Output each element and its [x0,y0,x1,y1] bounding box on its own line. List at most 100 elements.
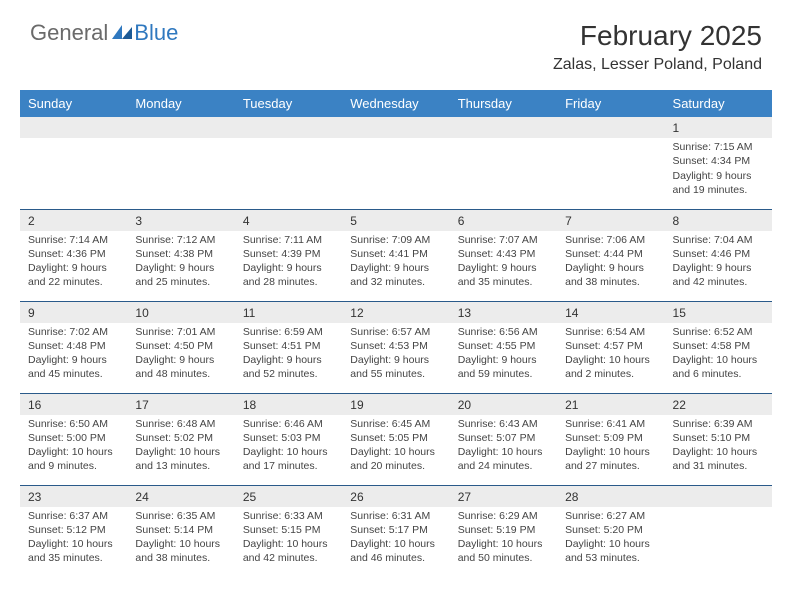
day-header: Thursday [450,90,557,117]
calendar-day: 17Sunrise: 6:48 AMSunset: 5:02 PMDayligh… [127,393,234,485]
calendar-day: 9Sunrise: 7:02 AMSunset: 4:48 PMDaylight… [20,301,127,393]
day-content: Sunrise: 6:43 AMSunset: 5:07 PMDaylight:… [450,415,557,478]
day-number: 3 [127,210,234,231]
calendar-day: 1Sunrise: 7:15 AMSunset: 4:34 PMDaylight… [665,117,772,209]
day-content: Sunrise: 6:27 AMSunset: 5:20 PMDaylight:… [557,507,664,570]
calendar-day [20,117,127,209]
day-content: Sunrise: 7:11 AMSunset: 4:39 PMDaylight:… [235,231,342,294]
day-number: 11 [235,302,342,323]
calendar-day: 19Sunrise: 6:45 AMSunset: 5:05 PMDayligh… [342,393,449,485]
calendar-day: 3Sunrise: 7:12 AMSunset: 4:38 PMDaylight… [127,209,234,301]
day-number: 15 [665,302,772,323]
day-content: Sunrise: 6:29 AMSunset: 5:19 PMDaylight:… [450,507,557,570]
calendar-day: 11Sunrise: 6:59 AMSunset: 4:51 PMDayligh… [235,301,342,393]
day-number: 18 [235,394,342,415]
day-content: Sunrise: 6:45 AMSunset: 5:05 PMDaylight:… [342,415,449,478]
day-content: Sunrise: 6:31 AMSunset: 5:17 PMDaylight:… [342,507,449,570]
day-number: 20 [450,394,557,415]
calendar-table: SundayMondayTuesdayWednesdayThursdayFrid… [20,90,772,577]
day-number [127,117,234,138]
day-number [557,117,664,138]
day-content: Sunrise: 6:33 AMSunset: 5:15 PMDaylight:… [235,507,342,570]
day-content: Sunrise: 6:41 AMSunset: 5:09 PMDaylight:… [557,415,664,478]
day-number: 27 [450,486,557,507]
day-number: 16 [20,394,127,415]
day-number: 6 [450,210,557,231]
day-content: Sunrise: 7:01 AMSunset: 4:50 PMDaylight:… [127,323,234,386]
calendar-day: 8Sunrise: 7:04 AMSunset: 4:46 PMDaylight… [665,209,772,301]
calendar-day: 12Sunrise: 6:57 AMSunset: 4:53 PMDayligh… [342,301,449,393]
day-content: Sunrise: 6:54 AMSunset: 4:57 PMDaylight:… [557,323,664,386]
day-number: 12 [342,302,449,323]
calendar-day: 6Sunrise: 7:07 AMSunset: 4:43 PMDaylight… [450,209,557,301]
day-content: Sunrise: 6:39 AMSunset: 5:10 PMDaylight:… [665,415,772,478]
day-content: Sunrise: 7:02 AMSunset: 4:48 PMDaylight:… [20,323,127,386]
logo-text-general: General [30,20,108,46]
day-number: 4 [235,210,342,231]
day-number: 28 [557,486,664,507]
logo-text-blue: Blue [134,20,178,46]
day-content: Sunrise: 6:52 AMSunset: 4:58 PMDaylight:… [665,323,772,386]
calendar-day [235,117,342,209]
calendar-day [665,485,772,577]
month-title: February 2025 [553,20,762,52]
day-number [665,486,772,507]
day-header: Wednesday [342,90,449,117]
day-header: Tuesday [235,90,342,117]
day-header: Monday [127,90,234,117]
day-number: 1 [665,117,772,138]
day-content: Sunrise: 6:37 AMSunset: 5:12 PMDaylight:… [20,507,127,570]
day-number: 9 [20,302,127,323]
day-number: 22 [665,394,772,415]
day-number: 8 [665,210,772,231]
day-number: 5 [342,210,449,231]
day-number: 17 [127,394,234,415]
day-header: Sunday [20,90,127,117]
calendar-day: 10Sunrise: 7:01 AMSunset: 4:50 PMDayligh… [127,301,234,393]
calendar-day: 14Sunrise: 6:54 AMSunset: 4:57 PMDayligh… [557,301,664,393]
calendar-week: 1Sunrise: 7:15 AMSunset: 4:34 PMDaylight… [20,117,772,209]
day-number: 26 [342,486,449,507]
logo: General Blue [30,20,178,46]
calendar-day: 24Sunrise: 6:35 AMSunset: 5:14 PMDayligh… [127,485,234,577]
logo-icon [110,23,132,44]
calendar-day: 5Sunrise: 7:09 AMSunset: 4:41 PMDaylight… [342,209,449,301]
day-content: Sunrise: 7:04 AMSunset: 4:46 PMDaylight:… [665,231,772,294]
day-number: 2 [20,210,127,231]
calendar-day: 25Sunrise: 6:33 AMSunset: 5:15 PMDayligh… [235,485,342,577]
calendar-day: 7Sunrise: 7:06 AMSunset: 4:44 PMDaylight… [557,209,664,301]
day-content: Sunrise: 6:59 AMSunset: 4:51 PMDaylight:… [235,323,342,386]
calendar-day: 18Sunrise: 6:46 AMSunset: 5:03 PMDayligh… [235,393,342,485]
day-number: 21 [557,394,664,415]
day-header: Saturday [665,90,772,117]
day-number: 14 [557,302,664,323]
page-header: General Blue February 2025 Zalas, Lesser… [0,0,792,82]
day-content: Sunrise: 6:56 AMSunset: 4:55 PMDaylight:… [450,323,557,386]
day-number [20,117,127,138]
day-number: 19 [342,394,449,415]
calendar-day: 15Sunrise: 6:52 AMSunset: 4:58 PMDayligh… [665,301,772,393]
calendar-day: 20Sunrise: 6:43 AMSunset: 5:07 PMDayligh… [450,393,557,485]
day-content: Sunrise: 7:14 AMSunset: 4:36 PMDaylight:… [20,231,127,294]
day-header-row: SundayMondayTuesdayWednesdayThursdayFrid… [20,90,772,117]
day-number [342,117,449,138]
day-number: 23 [20,486,127,507]
day-header: Friday [557,90,664,117]
day-number: 13 [450,302,557,323]
title-block: February 2025 Zalas, Lesser Poland, Pola… [553,20,762,74]
calendar-day: 4Sunrise: 7:11 AMSunset: 4:39 PMDaylight… [235,209,342,301]
day-content: Sunrise: 7:06 AMSunset: 4:44 PMDaylight:… [557,231,664,294]
calendar-week: 16Sunrise: 6:50 AMSunset: 5:00 PMDayligh… [20,393,772,485]
calendar-day: 13Sunrise: 6:56 AMSunset: 4:55 PMDayligh… [450,301,557,393]
day-content: Sunrise: 6:57 AMSunset: 4:53 PMDaylight:… [342,323,449,386]
calendar-day [342,117,449,209]
day-content: Sunrise: 7:09 AMSunset: 4:41 PMDaylight:… [342,231,449,294]
day-content: Sunrise: 6:46 AMSunset: 5:03 PMDaylight:… [235,415,342,478]
calendar-week: 23Sunrise: 6:37 AMSunset: 5:12 PMDayligh… [20,485,772,577]
calendar-day: 21Sunrise: 6:41 AMSunset: 5:09 PMDayligh… [557,393,664,485]
calendar-day [450,117,557,209]
calendar-day: 28Sunrise: 6:27 AMSunset: 5:20 PMDayligh… [557,485,664,577]
calendar-day [127,117,234,209]
calendar-day: 27Sunrise: 6:29 AMSunset: 5:19 PMDayligh… [450,485,557,577]
day-number: 24 [127,486,234,507]
